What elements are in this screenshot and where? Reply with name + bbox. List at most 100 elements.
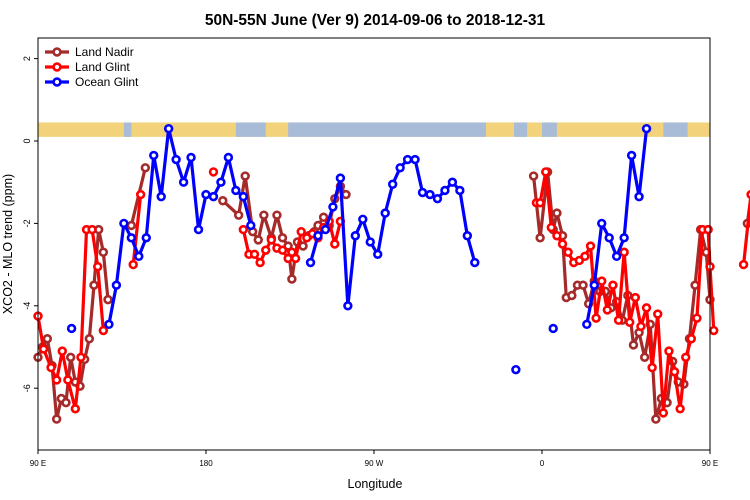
data-point <box>630 292 641 303</box>
data-point <box>335 173 346 183</box>
y-tick-label: -6 <box>22 384 32 392</box>
x-tick-label: 90 W <box>365 459 384 468</box>
data-point <box>552 231 562 241</box>
data-point <box>290 253 301 264</box>
data-point <box>602 305 613 315</box>
ocean-band-segment <box>514 122 528 137</box>
data-point <box>462 231 473 241</box>
data-point <box>51 414 62 424</box>
data-point <box>89 280 99 290</box>
ocean-band-segment <box>123 122 132 137</box>
legend-item: Land Nadir <box>45 45 134 59</box>
data-point <box>65 352 76 362</box>
y-tick-label: -2 <box>22 219 32 227</box>
data-point <box>261 245 271 255</box>
data-point <box>246 220 256 231</box>
data-point <box>98 247 109 257</box>
land-mask-band <box>38 122 710 137</box>
data-point <box>201 189 211 200</box>
data-point <box>402 154 413 165</box>
data-point <box>313 231 323 241</box>
data-point <box>51 375 62 385</box>
data-point <box>664 346 674 356</box>
data-point <box>613 315 624 325</box>
data-point <box>135 189 146 200</box>
data-point <box>636 321 646 332</box>
data-point <box>395 163 405 173</box>
data-point <box>42 334 53 344</box>
data-point <box>653 309 663 319</box>
data-point <box>231 185 241 196</box>
data-point <box>641 123 652 134</box>
data-point <box>103 294 113 305</box>
data-point <box>563 247 573 257</box>
chart-title: 50N-55N June (Ver 9) 2014-09-06 to 2018-… <box>205 12 546 29</box>
ocean-band-segment <box>235 122 266 137</box>
data-point <box>373 249 383 260</box>
data-point <box>216 177 226 187</box>
data-point <box>178 177 189 187</box>
data-point <box>625 317 635 327</box>
data-point <box>658 408 669 418</box>
data-point <box>255 257 265 268</box>
legend-item: Ocean Glint <box>45 75 139 89</box>
data-point <box>350 231 361 241</box>
data-point <box>98 325 109 336</box>
data-point <box>686 334 697 344</box>
data-point <box>298 241 308 251</box>
data-point <box>387 179 398 189</box>
data-point <box>84 334 95 344</box>
data-point <box>238 224 249 235</box>
data-point <box>619 233 629 243</box>
data-point <box>186 152 196 163</box>
x-tick-label: 90 E <box>702 459 718 468</box>
data-point <box>619 247 629 257</box>
data-point <box>141 233 151 243</box>
data-point <box>709 325 719 336</box>
data-point <box>163 123 174 134</box>
data-point <box>608 280 618 290</box>
data-point <box>208 191 219 202</box>
data-point <box>639 352 650 362</box>
legend-label: Ocean Glint <box>75 75 139 89</box>
data-point <box>455 185 465 196</box>
data-point <box>57 346 67 356</box>
data-point <box>266 235 277 245</box>
data-point <box>626 150 637 161</box>
data-point <box>140 163 151 173</box>
data-point <box>567 290 577 301</box>
data-point <box>589 280 599 290</box>
data-point <box>641 303 652 313</box>
data-point <box>628 340 639 350</box>
data-point <box>703 224 713 235</box>
x-tick-label: 90 E <box>30 459 46 468</box>
data-point <box>223 152 234 163</box>
data-point <box>580 251 590 262</box>
data-point <box>410 154 420 165</box>
data-point <box>425 189 435 200</box>
data-point <box>320 224 331 235</box>
series-1 <box>33 167 750 418</box>
data-point <box>681 352 691 362</box>
data-point <box>692 313 702 323</box>
data-point <box>104 319 114 330</box>
x-tick-label: 0 <box>540 459 545 468</box>
data-point <box>528 171 539 181</box>
data-point <box>111 280 122 290</box>
data-point <box>193 224 204 235</box>
legend-marker <box>52 47 62 57</box>
data-point <box>296 226 306 237</box>
data-point <box>149 150 159 161</box>
data-point <box>582 319 592 330</box>
data-point <box>272 210 282 220</box>
data-point <box>171 154 181 165</box>
y-tick-label: -4 <box>22 302 32 310</box>
data-point <box>341 189 351 200</box>
data-point <box>128 259 138 270</box>
legend-item: Land Glint <box>45 60 130 74</box>
data-point <box>597 276 607 286</box>
data-point <box>156 191 166 202</box>
data-point <box>669 367 680 377</box>
data-point <box>535 198 545 208</box>
